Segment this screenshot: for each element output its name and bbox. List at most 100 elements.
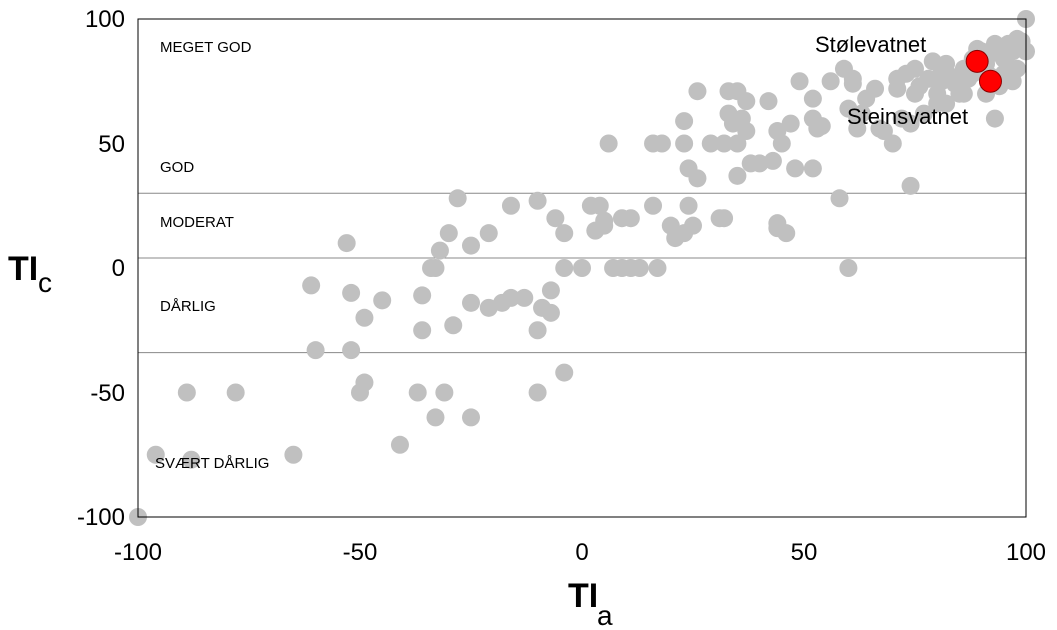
data-point <box>803 159 822 178</box>
data-point <box>182 450 201 469</box>
data-point <box>462 293 480 312</box>
data-point <box>408 383 427 402</box>
y-tick-label: -100 <box>77 504 125 531</box>
data-point <box>652 134 671 153</box>
data-point <box>821 72 840 91</box>
data-point <box>803 89 822 108</box>
y-tick-label: 100 <box>85 6 125 33</box>
x-tick-label: 0 <box>575 539 588 566</box>
data-point <box>573 259 591 277</box>
data-point <box>479 224 498 243</box>
data-point <box>528 383 547 402</box>
plot-frame <box>137 18 1027 518</box>
data-point <box>462 236 480 255</box>
data-point <box>763 151 782 170</box>
data-point <box>435 383 454 402</box>
data-point <box>728 166 747 185</box>
zone-label-darlig: DÅRLIG <box>160 298 216 315</box>
x-tick-label: -50 <box>343 539 378 566</box>
y-axis-ticks: 100 50 0 -50 -100 <box>77 6 125 531</box>
data-point <box>630 259 649 277</box>
data-point <box>914 104 933 123</box>
data-point <box>737 122 756 141</box>
data-point <box>555 259 574 277</box>
data-point <box>462 408 480 427</box>
data-point <box>413 286 432 305</box>
data-point <box>737 92 756 111</box>
data-point <box>337 234 356 253</box>
data-point <box>954 84 973 103</box>
x-axis-title: TI a <box>568 577 613 630</box>
data-point <box>919 69 938 88</box>
data-point <box>888 79 907 98</box>
y-axis-title-sub: c <box>38 267 52 298</box>
data-point <box>302 276 321 295</box>
data-point <box>715 209 734 228</box>
data-point <box>541 281 560 300</box>
data-point <box>675 134 694 153</box>
data-point <box>701 134 720 153</box>
data-point <box>595 216 614 235</box>
data-point <box>772 134 791 153</box>
data-point <box>675 112 694 131</box>
y-axis-title-main: TI <box>8 250 38 288</box>
data-point <box>306 341 325 360</box>
y-tick-label: 0 <box>112 255 125 282</box>
data-point <box>759 92 778 111</box>
data-point <box>599 134 618 153</box>
data-point <box>843 69 862 88</box>
x-tick-label: 50 <box>791 539 818 566</box>
data-point <box>426 408 445 427</box>
y-tick-label: -50 <box>90 380 125 407</box>
data-point <box>413 321 432 340</box>
data-point <box>555 363 574 382</box>
label-stolevatnet: Stølevatnet <box>815 32 926 57</box>
data-points <box>129 10 1035 526</box>
y-axis-title: TI c <box>8 250 52 298</box>
data-point <box>284 445 303 464</box>
data-point <box>812 117 831 136</box>
x-tick-label: -100 <box>114 539 162 566</box>
data-point <box>830 189 849 208</box>
zone-label-svaert-darlig: SVÆRT DÅRLIG <box>155 455 269 472</box>
data-point <box>750 154 769 173</box>
data-point <box>688 169 707 188</box>
data-point <box>515 288 534 307</box>
zone-boundary-lines <box>138 192 1026 354</box>
data-point <box>555 224 574 243</box>
data-point <box>501 288 520 307</box>
data-point <box>901 176 920 195</box>
data-point <box>528 321 547 340</box>
x-axis-title-main: TI <box>568 577 598 615</box>
zone-label-moderat: MODERAT <box>160 214 234 231</box>
data-point <box>715 134 734 153</box>
data-point <box>439 224 458 243</box>
data-point <box>355 373 374 392</box>
data-point <box>373 291 392 310</box>
data-point <box>901 114 920 133</box>
highlighted-point <box>978 69 1002 93</box>
data-point <box>430 241 449 260</box>
x-tick-label: 100 <box>1006 539 1046 566</box>
data-point <box>342 283 361 302</box>
data-point <box>883 134 902 153</box>
x-axis-title-sub: a <box>597 600 613 630</box>
data-point <box>985 34 1004 53</box>
data-point <box>342 341 361 360</box>
data-point <box>679 196 698 215</box>
data-point <box>1008 59 1027 78</box>
data-point <box>906 59 924 78</box>
zone-label-meget-god: MEGET GOD <box>160 39 252 56</box>
data-point <box>644 196 663 215</box>
data-point <box>874 122 893 141</box>
data-point <box>781 114 800 133</box>
data-point <box>546 209 565 228</box>
data-point <box>528 191 547 210</box>
x-axis-ticks: -100 -50 0 50 100 <box>114 539 1046 566</box>
data-point <box>621 209 640 228</box>
data-point <box>226 383 245 402</box>
highlighted-points <box>965 49 1002 93</box>
data-point <box>985 109 1004 128</box>
data-point <box>501 196 520 215</box>
